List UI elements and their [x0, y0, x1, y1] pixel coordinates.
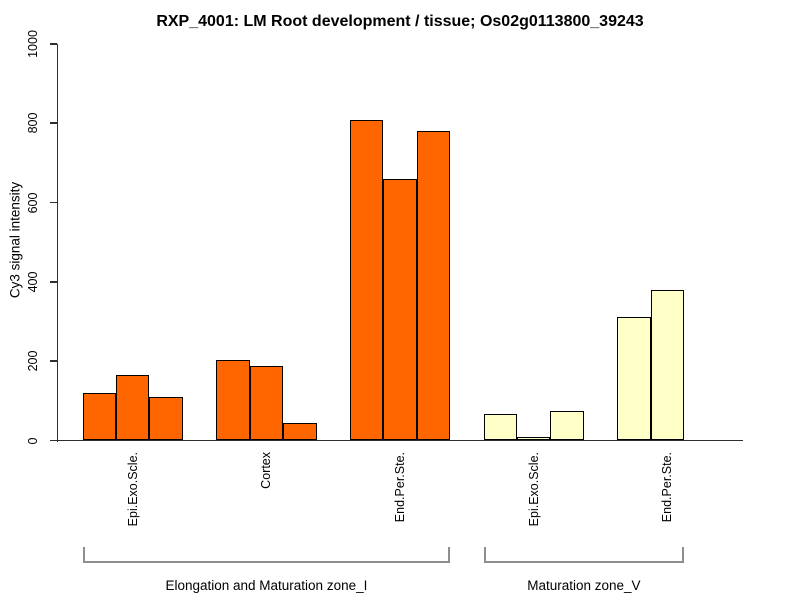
- y-tick-label: 1000: [26, 29, 40, 58]
- bar: [483, 413, 518, 441]
- bar: [349, 120, 384, 441]
- y-axis-tick: [49, 360, 57, 362]
- y-axis-tick: [49, 43, 57, 45]
- x-group-label: End.Per.Ste.: [393, 452, 408, 523]
- y-tick-label: 400: [26, 271, 40, 293]
- y-tick-label: 0: [26, 437, 40, 444]
- section-bracket-left-end: [82, 547, 85, 563]
- section-bracket-right-end: [682, 547, 685, 563]
- x-axis-line: [56, 439, 743, 442]
- bar: [283, 423, 317, 441]
- y-axis-tick: [49, 122, 57, 124]
- section-label: Elongation and Maturation zone_I: [165, 578, 368, 593]
- bar: [216, 360, 250, 441]
- y-axis-tick: [49, 201, 57, 204]
- x-group-label: Epi.Exo.Scle.: [125, 452, 140, 527]
- y-axis-tick: [49, 281, 57, 283]
- chart-title: RXP_4001: LM Root development / tissue; …: [156, 13, 644, 30]
- y-tick-label: 600: [26, 192, 40, 213]
- bar: [116, 374, 150, 441]
- y-axis-line: [56, 43, 58, 442]
- bar: [249, 365, 284, 441]
- bar: [149, 396, 183, 441]
- bar: [650, 289, 685, 441]
- x-group-label: Epi.Exo.Scle.: [526, 452, 541, 527]
- bar: [383, 179, 417, 441]
- bar: [617, 316, 651, 441]
- bar: [517, 437, 551, 441]
- x-group-label: Cortex: [259, 452, 274, 489]
- x-group-label: End.Per.Ste.: [660, 452, 675, 523]
- section-label: Maturation zone_V: [527, 578, 641, 593]
- y-tick-label: 200: [26, 350, 40, 372]
- section-bracket: [82, 561, 451, 563]
- section-bracket: [483, 561, 685, 563]
- bar: [416, 130, 451, 441]
- section-bracket-left-end: [483, 547, 486, 563]
- y-axis-tick: [49, 439, 57, 442]
- y-tick-label: 800: [26, 112, 40, 134]
- bar: [550, 410, 584, 441]
- bar: [82, 392, 116, 441]
- section-bracket-right-end: [448, 547, 451, 563]
